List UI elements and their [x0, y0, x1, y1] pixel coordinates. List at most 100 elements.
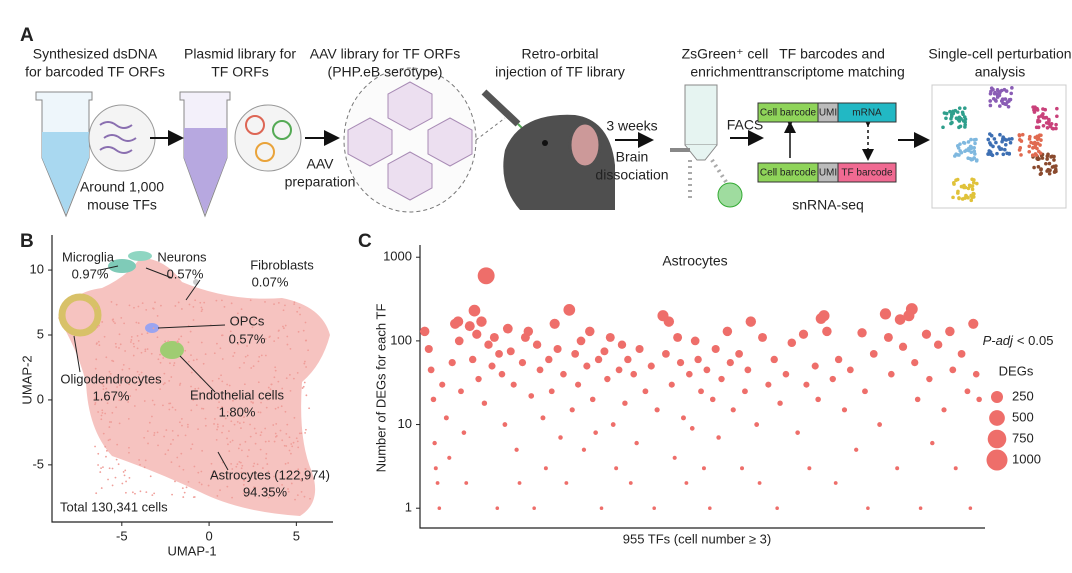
- cell-dot: [118, 347, 120, 349]
- tsne-dot: [1044, 161, 1048, 166]
- cell-dot: [233, 423, 236, 426]
- tsne-dot: [1007, 137, 1011, 141]
- cell-dot: [230, 302, 233, 305]
- y-tick-label: 100: [390, 332, 412, 347]
- cell-dot: [138, 380, 141, 383]
- tsne-dot: [969, 198, 974, 203]
- cell-dot: [156, 431, 159, 434]
- cell-dot: [242, 483, 245, 486]
- point: [841, 407, 848, 413]
- cell-dot: [97, 411, 100, 413]
- cell-dot: [230, 462, 233, 465]
- tsne-dot: [999, 88, 1004, 93]
- cell-dot: [216, 428, 218, 431]
- cell-dot: [143, 466, 146, 469]
- cell-dot: [293, 301, 296, 304]
- cell-dot: [109, 438, 111, 441]
- cell-dot: [252, 465, 255, 468]
- cell-dot: [100, 414, 103, 417]
- tsne-dot: [987, 149, 992, 153]
- column: [684, 84, 718, 146]
- tsne-dot: [1029, 140, 1033, 145]
- cell-dot: [204, 353, 207, 355]
- cell-dot: [246, 345, 248, 347]
- cell-dot: [297, 446, 300, 449]
- cell-dot: [130, 339, 133, 341]
- cell-dot: [274, 369, 277, 372]
- tsne-dot: [1047, 119, 1051, 123]
- tsne-dot: [963, 185, 968, 190]
- cell-dot: [285, 432, 288, 435]
- point: [610, 422, 616, 427]
- construct-label: mRNA: [852, 108, 882, 119]
- point: [898, 342, 908, 351]
- cell-dot: [302, 329, 305, 332]
- cell-dot: [284, 462, 287, 465]
- tsne-dot: [1045, 169, 1049, 173]
- cell-dot: [270, 490, 273, 493]
- cell-dot: [121, 368, 124, 371]
- cell-dot: [200, 407, 203, 410]
- cell-dot: [132, 354, 135, 357]
- panel-b-art: [58, 251, 330, 516]
- cell-dot: [248, 449, 250, 451]
- cell-dot: [172, 364, 175, 367]
- tube-liquid: [184, 128, 227, 214]
- point: [481, 400, 488, 406]
- cell-dot: [292, 377, 295, 380]
- cell-dot: [251, 326, 254, 329]
- note: dissociation: [595, 167, 668, 183]
- point: [770, 355, 778, 364]
- point: [905, 303, 918, 315]
- tsne-dot: [1037, 119, 1042, 124]
- tsne-dot: [951, 195, 955, 200]
- cell-dot: [270, 383, 273, 386]
- cell-dot: [193, 465, 196, 468]
- step-title: Single-cell perturbation: [928, 46, 1071, 62]
- cell-dot: [216, 342, 218, 345]
- cell-dot: [309, 497, 311, 500]
- point: [866, 506, 870, 510]
- point: [787, 338, 797, 348]
- cell-dot: [182, 496, 185, 498]
- cell-dot: [260, 354, 263, 357]
- tsne-dot: [1045, 157, 1049, 161]
- point: [581, 447, 587, 452]
- cell-dot: [126, 380, 128, 382]
- cell-dot: [284, 410, 287, 413]
- cell-dot: [151, 494, 154, 497]
- cell-dot: [118, 384, 121, 387]
- point: [822, 326, 832, 337]
- construct-label: UMI: [819, 168, 837, 179]
- cell-dot: [176, 456, 179, 459]
- point: [575, 381, 582, 388]
- tsne-dot: [988, 152, 993, 157]
- cell-dot: [287, 490, 290, 493]
- cell-dot: [146, 430, 149, 433]
- opc-cluster: [145, 323, 159, 333]
- cell-dot: [291, 445, 294, 448]
- cell-dot: [180, 335, 183, 338]
- cell-dot: [250, 400, 253, 403]
- point: [735, 349, 743, 358]
- tsne-dot: [1052, 170, 1057, 174]
- cell-dot: [186, 423, 189, 426]
- cell-dot: [303, 495, 306, 498]
- point: [833, 481, 838, 485]
- point: [857, 328, 867, 338]
- point: [594, 355, 603, 364]
- cell-dot: [287, 488, 289, 490]
- tsne-dot: [969, 150, 974, 155]
- cluster-name: OPCs: [230, 313, 265, 328]
- tsne-dot: [996, 89, 1001, 94]
- panel-label: B: [20, 231, 34, 252]
- cell-dot: [231, 439, 234, 442]
- cell-dot: [265, 406, 268, 409]
- point: [686, 370, 693, 378]
- syringe: [481, 89, 521, 127]
- cell-dot: [274, 407, 277, 410]
- point: [549, 318, 560, 329]
- point: [694, 355, 702, 364]
- tsne-dot: [988, 91, 993, 96]
- construct-segment: [837, 102, 897, 123]
